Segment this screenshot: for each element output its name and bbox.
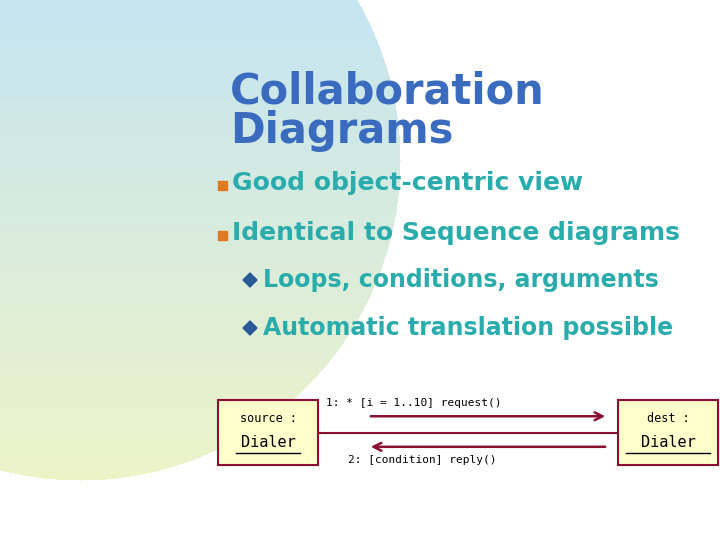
Text: Automatic translation possible: Automatic translation possible <box>263 316 673 340</box>
Text: 2: [condition] reply(): 2: [condition] reply() <box>348 455 497 465</box>
Bar <box>218 231 227 240</box>
Polygon shape <box>243 273 257 287</box>
Text: 1: * [i = 1..10] request(): 1: * [i = 1..10] request() <box>326 399 502 408</box>
Text: Good object-centric view: Good object-centric view <box>232 171 583 195</box>
Text: Dialer: Dialer <box>641 435 696 450</box>
Text: Collaboration: Collaboration <box>230 70 545 112</box>
Text: Loops, conditions, arguments: Loops, conditions, arguments <box>263 268 659 292</box>
Bar <box>218 181 227 190</box>
Text: source :: source : <box>240 411 297 424</box>
Text: dest :: dest : <box>647 411 689 424</box>
Polygon shape <box>243 321 257 335</box>
Text: Diagrams: Diagrams <box>230 110 454 152</box>
Text: Identical to Sequence diagrams: Identical to Sequence diagrams <box>232 221 680 245</box>
FancyBboxPatch shape <box>218 400 318 465</box>
Text: Dialer: Dialer <box>240 435 295 450</box>
FancyBboxPatch shape <box>618 400 718 465</box>
